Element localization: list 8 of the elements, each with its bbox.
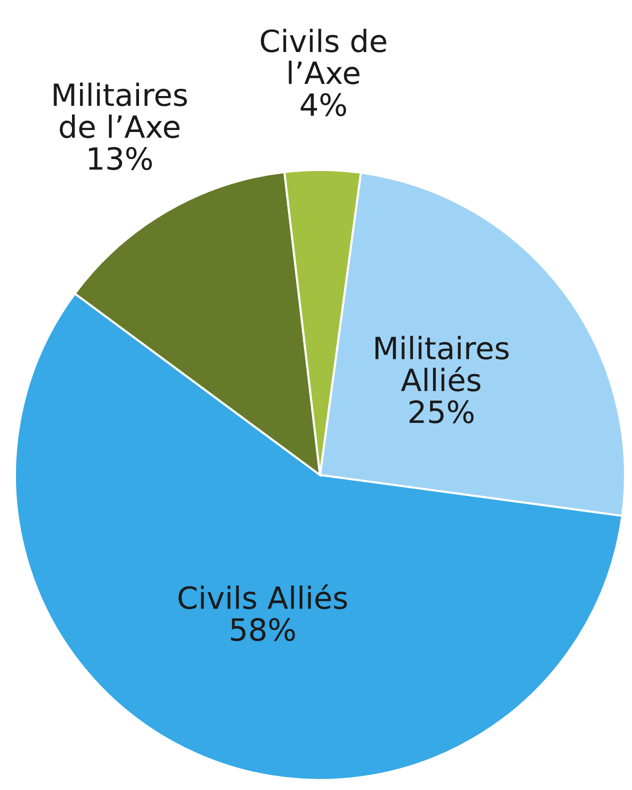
slice-label: Militaires de l’Axe xyxy=(54,82,187,138)
data-label: 13% xyxy=(89,146,152,170)
data-label: 4% xyxy=(300,93,346,116)
slice-label: Civils de l’Axe xyxy=(260,28,386,84)
slice-label: Civils Alliés xyxy=(178,584,347,610)
data-label: 58% xyxy=(231,618,295,642)
slice-label: Militaires Alliés xyxy=(376,336,509,392)
data-label: 25% xyxy=(410,400,474,424)
